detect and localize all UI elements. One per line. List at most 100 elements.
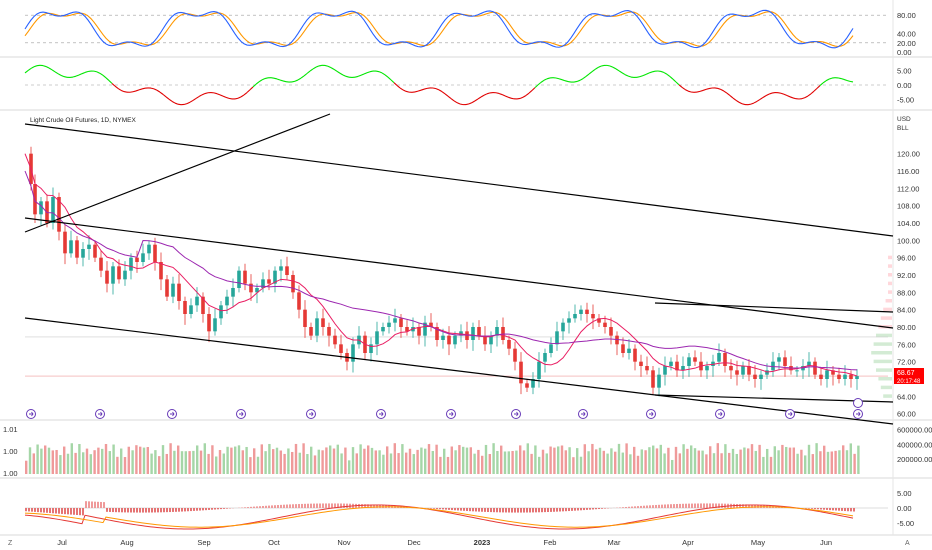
macd-histogram-bar <box>265 505 267 508</box>
momentum-segment <box>792 97 797 100</box>
volume-bar <box>492 443 495 474</box>
momentum-segment <box>639 75 644 78</box>
volume-bar <box>595 449 598 474</box>
volume-bar <box>268 443 271 474</box>
momentum-segment <box>78 73 83 76</box>
volume-bar <box>291 451 294 474</box>
volume-bar <box>614 451 617 474</box>
macd-histogram-bar <box>709 503 711 508</box>
auto-scale-button[interactable]: A <box>905 540 910 547</box>
candle-body <box>423 322 427 336</box>
candle-body <box>81 249 85 258</box>
volume-bar <box>743 447 746 474</box>
macd-histogram-bar <box>328 503 330 508</box>
momentum-segment <box>282 80 287 83</box>
candle-body <box>111 266 115 284</box>
macd-histogram-bar <box>646 505 648 508</box>
volume-bar <box>481 455 484 474</box>
macd-histogram-bar <box>166 508 168 513</box>
macd-histogram-bar <box>436 508 438 509</box>
macd-histogram-bar <box>196 508 198 511</box>
macd-histogram-bar <box>91 501 93 508</box>
event-arrow-icon <box>309 411 314 417</box>
momentum-segment <box>315 65 320 68</box>
event-arrow-icon <box>379 411 384 417</box>
macd-histogram-bar <box>745 504 747 508</box>
volume-left-tick-label: 1.01 <box>3 425 18 434</box>
volume-bar <box>488 454 491 474</box>
candle-body <box>441 335 445 340</box>
price-tick-label: 88.00 <box>897 288 916 297</box>
momentum-segment <box>621 72 626 76</box>
macd-histogram-bar <box>226 508 228 509</box>
macd-histogram-bar <box>718 503 720 508</box>
candle-body <box>243 270 247 284</box>
volume-bar <box>188 451 191 474</box>
macd-histogram-bar <box>259 506 261 508</box>
volume-bar <box>443 448 446 474</box>
macd-histogram-bar <box>433 508 435 509</box>
candle-body <box>189 305 193 314</box>
volume-bar <box>507 451 510 474</box>
macd-histogram-bar <box>814 508 816 510</box>
macd-histogram-bar <box>847 508 849 512</box>
volume-bar <box>161 445 165 474</box>
candle-body <box>543 353 547 362</box>
macd-histogram-bar <box>298 504 300 508</box>
volume-profile-bar <box>878 377 892 381</box>
macd-histogram-bar <box>97 501 99 508</box>
event-arrow-icon <box>581 411 586 417</box>
momentum-segment <box>105 77 110 81</box>
macd-histogram-bar <box>565 508 567 512</box>
momentum-segment <box>522 95 527 98</box>
volume-bar <box>807 444 811 474</box>
momentum-segment <box>393 82 398 86</box>
volume-profile-bar <box>871 351 892 355</box>
macd-histogram-bar <box>598 508 600 510</box>
macd-histogram-bar <box>106 508 108 512</box>
momentum-segment <box>192 97 197 101</box>
volume-bar <box>857 445 860 474</box>
candle-body <box>63 231 67 254</box>
macd-histogram-bar <box>754 504 756 508</box>
momentum-segment <box>246 89 251 93</box>
momentum-segment <box>666 73 671 77</box>
volume-bar <box>545 453 548 474</box>
momentum-segment <box>477 96 482 100</box>
macd-histogram-bar <box>469 508 471 512</box>
macd-histogram-bar <box>475 508 477 512</box>
momentum-segment <box>138 88 143 91</box>
momentum-segment <box>732 97 737 101</box>
volume-bar <box>393 443 396 474</box>
candle-body <box>171 283 175 297</box>
candle-body <box>201 296 205 314</box>
macd-histogram-bar <box>658 504 660 508</box>
macd-histogram-bar <box>43 508 45 513</box>
volume-bar <box>264 451 267 474</box>
momentum-segment <box>564 80 569 83</box>
macd-histogram-bar <box>445 508 447 510</box>
momentum-segment <box>24 70 29 74</box>
macd-histogram-bar <box>169 508 171 513</box>
momentum-segment <box>111 82 116 87</box>
volume-bar <box>260 444 263 474</box>
volume-bar <box>351 447 355 474</box>
candle-body <box>219 305 223 319</box>
momentum-segment <box>360 73 365 76</box>
momentum-segment <box>273 77 278 80</box>
volume-bar <box>32 453 35 474</box>
momentum-segment <box>309 68 314 72</box>
volume-bar <box>716 443 719 474</box>
macd-histogram-bar <box>193 508 195 511</box>
macd-histogram-bar <box>478 508 480 512</box>
momentum-segment <box>678 84 683 88</box>
volume-bar <box>610 448 613 474</box>
timezone-icon[interactable]: Z <box>8 540 13 547</box>
momentum-segment <box>696 90 701 93</box>
volume-bar <box>579 456 583 474</box>
momentum-segment <box>453 100 458 104</box>
momentum-segment <box>471 100 476 104</box>
macd-histogram-bar <box>691 503 693 508</box>
macd-histogram-bar <box>55 508 57 514</box>
volume-bar <box>173 450 176 474</box>
